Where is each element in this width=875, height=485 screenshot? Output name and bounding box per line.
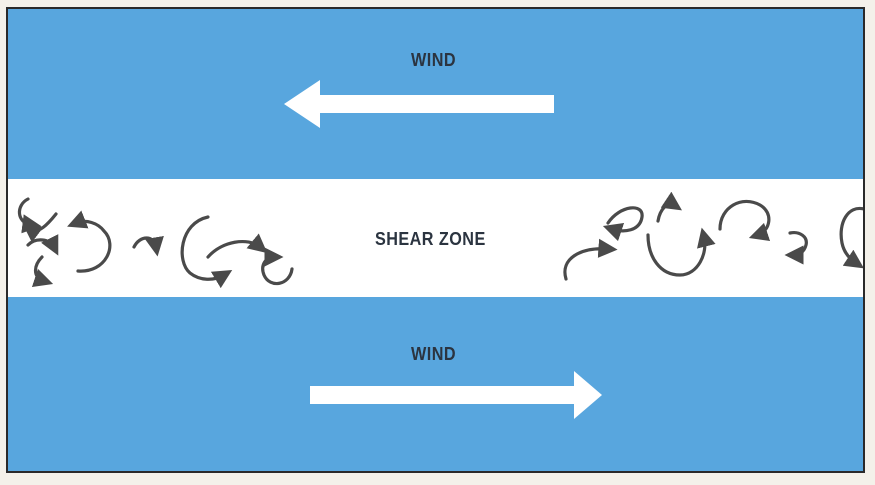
eddy-icon (718, 199, 771, 242)
eddy-icon (656, 191, 682, 223)
eddy-icon (22, 212, 58, 243)
eddy-icon (31, 255, 54, 288)
eddy-icon (206, 233, 268, 259)
eddy-icon (602, 206, 644, 242)
upper-wind-band (8, 9, 863, 179)
eddy-icon (646, 227, 716, 277)
wind-top-label: WIND (411, 50, 456, 70)
wind-bottom-label: WIND (411, 344, 456, 364)
eddy-icon (261, 247, 294, 286)
eddy-icon (563, 238, 618, 281)
eddy-icon (17, 197, 42, 234)
eddy-icon (26, 234, 59, 256)
diagram-graphics (17, 80, 863, 419)
lower-wind-band (8, 297, 863, 471)
eddy-icon (67, 210, 112, 273)
wind-arrow-left-icon (284, 80, 554, 128)
shear-zone-label: SHEAR ZONE (375, 229, 486, 249)
eddy-icon (839, 206, 863, 269)
wind-arrow-right-icon (310, 371, 602, 419)
eddy-icon (180, 215, 233, 289)
eddy-icon (132, 235, 164, 257)
eddy-icon (784, 231, 808, 265)
diagram-frame: WIND SHEAR ZONE WIND (6, 7, 865, 473)
